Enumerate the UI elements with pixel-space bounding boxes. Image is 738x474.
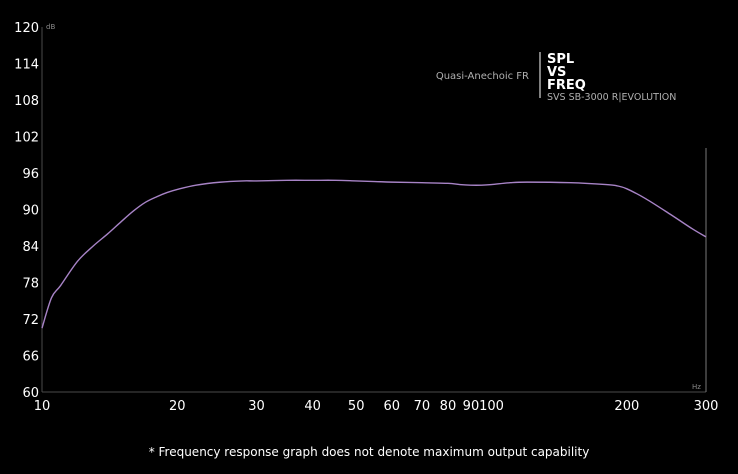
y-tick-label: 78: [22, 277, 39, 292]
x-tick-label: 40: [304, 399, 321, 414]
y-axis-tick-labels: 60 66 72 78 84 90 96 102 108 114 120: [14, 21, 39, 401]
x-axis-unit: Hz: [692, 383, 701, 391]
x-axis-tick-labels: 10 20 30 40 50 60 70 80 90 100 200 300: [34, 399, 719, 414]
y-axis-unit: dB: [46, 23, 55, 31]
product-model: SVS SB-3000 R|EVOLUTION: [547, 92, 676, 103]
y-tick-label: 72: [22, 313, 39, 328]
chart-title-line-3: FREQ: [547, 78, 586, 93]
frequency-response-line: [41, 179, 707, 329]
y-tick-label: 60: [22, 386, 39, 401]
x-tick-label: 100: [479, 399, 504, 414]
y-tick-label: 96: [22, 167, 39, 182]
x-tick-label: 20: [169, 399, 186, 414]
y-tick-label: 102: [14, 131, 39, 146]
y-tick-label: 90: [22, 204, 39, 219]
x-tick-label: 200: [614, 399, 639, 414]
y-tick-label: 108: [14, 94, 39, 109]
chart-title-line-1: SPL: [547, 52, 574, 67]
y-tick-label: 84: [22, 240, 39, 255]
x-tick-label: 300: [694, 399, 719, 414]
x-tick-label: 30: [248, 399, 265, 414]
x-tick-label: 50: [348, 399, 365, 414]
chart-title-line-2: VS: [547, 65, 566, 80]
y-tick-label: 66: [22, 350, 39, 365]
x-tick-label: 10: [34, 399, 51, 414]
x-tick-label: 80: [440, 399, 457, 414]
x-tick-label: 90: [463, 399, 480, 414]
y-tick-label: 120: [14, 21, 39, 36]
chart-subtitle: Quasi-Anechoic FR: [436, 71, 529, 82]
x-tick-label: 60: [384, 399, 401, 414]
x-tick-label: 70: [414, 399, 431, 414]
y-tick-label: 114: [14, 58, 39, 73]
footnote: * Frequency response graph does not deno…: [149, 445, 590, 459]
